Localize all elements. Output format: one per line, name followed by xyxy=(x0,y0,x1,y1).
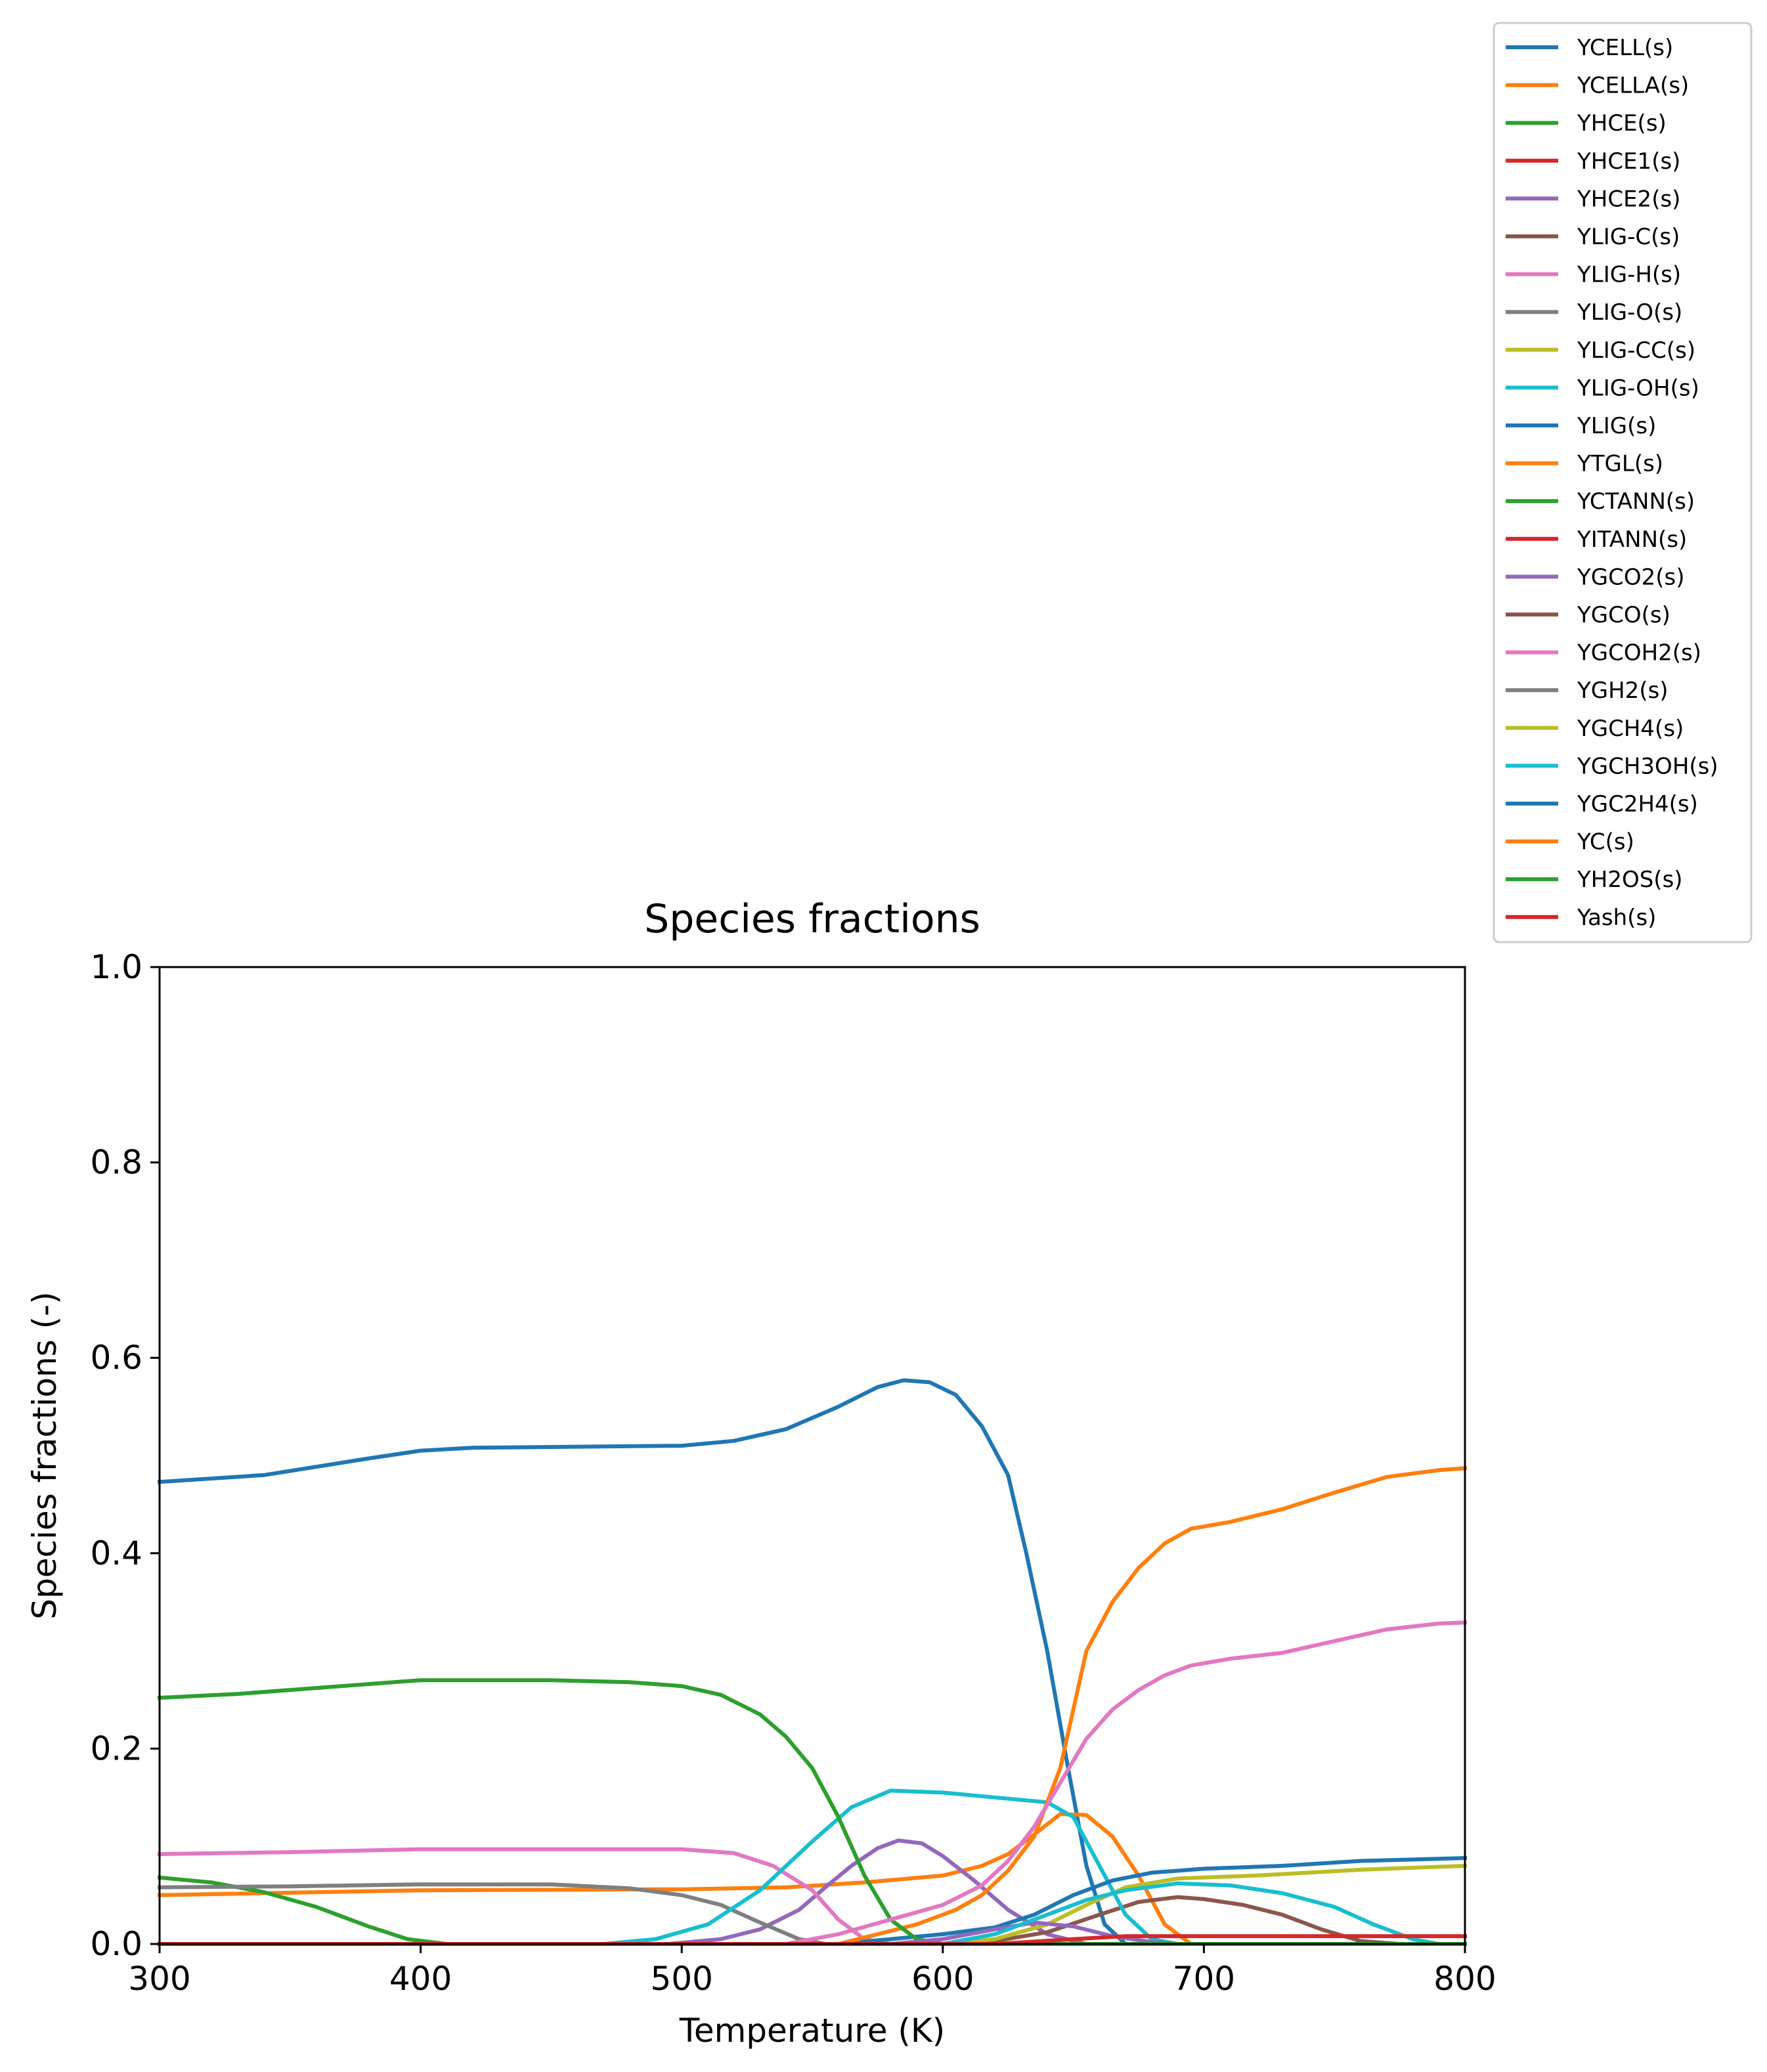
legend-label: YCELL(s) xyxy=(1577,35,1673,61)
x-tick-label: 300 xyxy=(128,1960,190,1998)
legend-label: YLIG(s) xyxy=(1577,413,1656,439)
plot-frame xyxy=(158,966,1466,1945)
series-line-ylig-s xyxy=(158,1856,1468,1946)
y-tick-label: 0.4 xyxy=(90,1534,142,1572)
x-tick-label: 800 xyxy=(1433,1960,1496,1998)
legend-label: YGCOH2(s) xyxy=(1577,640,1701,666)
series-line-ycell-s xyxy=(157,1378,1467,1946)
series-line-ylig-c-s xyxy=(158,1895,1467,1946)
legend-label: YGH2(s) xyxy=(1577,678,1669,704)
legend-label: YITANN(s) xyxy=(1577,527,1687,553)
legend-label: YHCE1(s) xyxy=(1577,148,1680,175)
y-tick-label: 0.6 xyxy=(90,1339,142,1377)
y-tick-label: 1.0 xyxy=(90,948,142,986)
legend-label: YCELLA(s) xyxy=(1577,73,1689,99)
y-tick-label: 0.0 xyxy=(90,1925,142,1963)
x-tick-label: 400 xyxy=(389,1960,452,1998)
series-line-yctann-s xyxy=(157,1678,1467,1946)
legend-items: YCELL(s) YCELLA(s) YHCE(s) YHCE1(s) YHCE2(s)… xyxy=(1506,35,1718,931)
legend-label: YH2OS(s) xyxy=(1577,867,1683,893)
x-axis-ticks: 300 400 500 600 700 800 xyxy=(128,1944,1496,1998)
y-tick-label: 0.2 xyxy=(90,1729,142,1767)
x-tick-label: 600 xyxy=(911,1960,974,1998)
legend-box xyxy=(1493,22,1753,943)
legend-label: YGC2H4(s) xyxy=(1577,791,1698,817)
chart-title: Species fractions xyxy=(644,896,980,942)
legend-label: YLIG-O(s) xyxy=(1577,299,1682,326)
legend-label: YTGL(s) xyxy=(1577,451,1663,477)
legend-label: YC(s) xyxy=(1577,829,1634,855)
legend-label: Yash(s) xyxy=(1577,905,1656,931)
y-tick-label: 0.8 xyxy=(90,1144,142,1182)
legend-label: YGCO(s) xyxy=(1577,602,1670,628)
series-line-ygcoh2-s xyxy=(158,1620,1468,1946)
legend-label: YGCH4(s) xyxy=(1577,716,1684,742)
y-axis-ticks: 0.0 0.2 0.4 0.6 0.8 1.0 xyxy=(90,948,160,1963)
legend-label: YHCE(s) xyxy=(1577,110,1667,137)
x-tick-label: 700 xyxy=(1173,1960,1235,1998)
series-line-ylig-oh-s xyxy=(158,1788,1467,1946)
legend: YCELL(s) YCELLA(s) YHCE(s) YHCE1(s) YHCE2(s)… xyxy=(1493,22,1753,943)
x-axis-label: Temperature (K) xyxy=(679,2012,945,2050)
legend-label: YGCH3OH(s) xyxy=(1577,753,1718,779)
legend-label: YHCE2(s) xyxy=(1577,186,1680,212)
legend-label: YLIG-OH(s) xyxy=(1577,375,1699,401)
series-line-ytgl-s xyxy=(158,1466,1468,1946)
legend-label: YLIG-H(s) xyxy=(1577,262,1681,288)
legend-label: YLIG-CC(s) xyxy=(1577,337,1695,364)
x-tick-label: 500 xyxy=(650,1960,712,1998)
y-axis-label: Species fractions (-) xyxy=(26,1291,64,1619)
legend-label: YGCO2(s) xyxy=(1577,564,1685,590)
legend-label: YLIG-C(s) xyxy=(1577,224,1680,250)
legend-label: YCTANN(s) xyxy=(1577,488,1695,515)
